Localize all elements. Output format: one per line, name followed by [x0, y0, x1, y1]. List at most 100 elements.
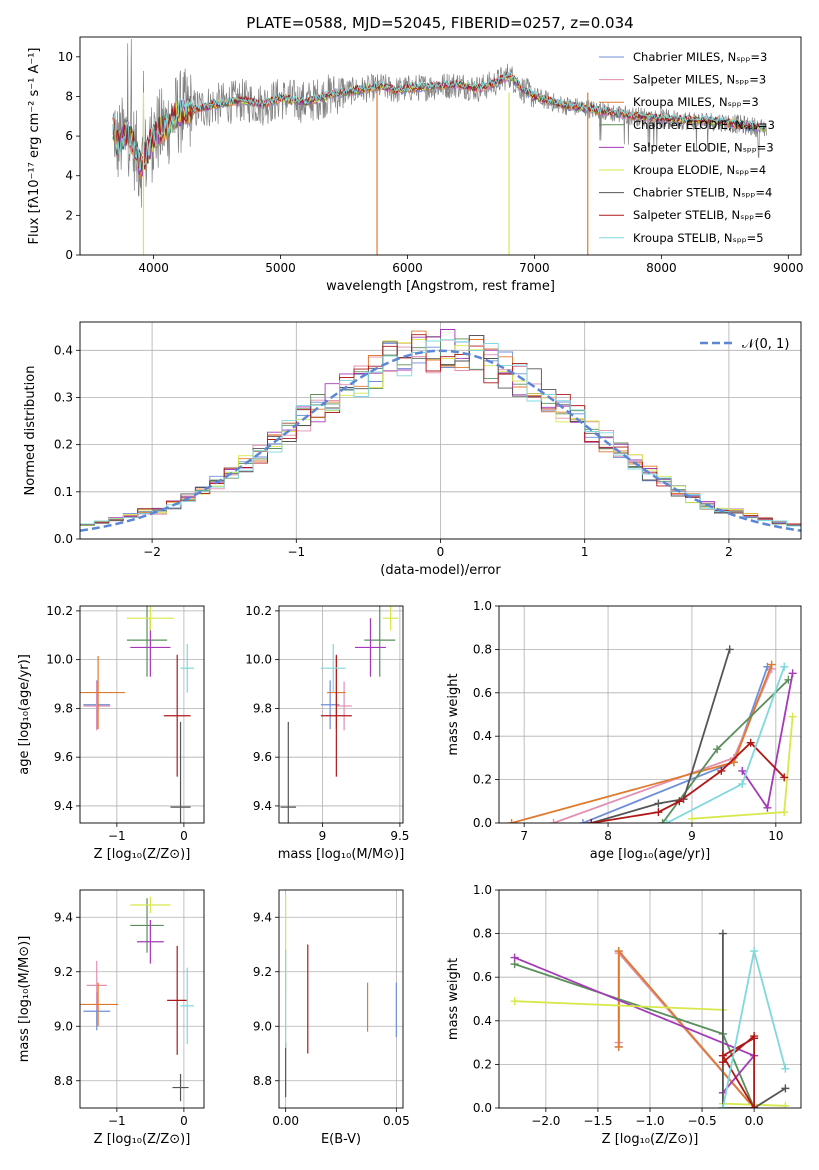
data-point-marker — [507, 819, 516, 823]
data-point-marker — [780, 662, 789, 671]
x-axis-label: E(B-V) — [321, 1132, 361, 1147]
x-tick-label: −1 — [287, 545, 305, 559]
errorbar-point-chabrier-stelib — [280, 721, 297, 823]
data-point-marker — [654, 808, 663, 817]
x-tick-label: 0.00 — [272, 1114, 299, 1128]
y-tick-label: 0.0 — [54, 532, 73, 546]
y-tick-label: 9.4 — [253, 910, 272, 924]
y-tick-label: 0.4 — [54, 343, 73, 357]
x-tick-label: 5000 — [265, 261, 296, 275]
y-tick-label: 10.2 — [245, 604, 272, 618]
errorbar-point-salpeter-miles — [336, 681, 352, 731]
y-tick-label: 8 — [65, 89, 73, 103]
x-tick-label: 6000 — [392, 261, 423, 275]
data-point-marker — [717, 766, 726, 775]
data-point-marker — [614, 947, 623, 956]
gaussian-reference-curve — [80, 349, 801, 532]
series-line — [721, 1034, 755, 1108]
panel-residual-histogram: −2 −1 0 1 2 0.0 0.1 0.2 0.3 0.4 (data-model)/error… — [23, 321, 802, 578]
x-tick-label: 0 — [437, 545, 445, 559]
y-tick-label: 9.0 — [54, 1019, 73, 1033]
y-tick-label: 0.4 — [473, 1014, 492, 1028]
data-point-marker — [781, 1084, 790, 1093]
legend-entry: Salpeter MILES, Nₛₚₚ=3 — [633, 73, 766, 87]
data-point-marker — [746, 738, 755, 747]
y-tick-label: 10.2 — [46, 604, 73, 618]
y-tick-label: 9.6 — [54, 750, 73, 764]
legend-entry: 𝒩(0, 1) — [742, 337, 789, 352]
y-axis-label: mass [log₁₀(M/M⊙)] — [17, 936, 32, 1063]
axes-frame — [79, 889, 205, 1109]
x-axis-label: age [log₁₀(age/yr)] — [590, 847, 711, 862]
data-point-marker — [750, 1034, 759, 1043]
series-kroupa-stelib — [662, 662, 789, 823]
series-line — [722, 933, 786, 1108]
x-tick-label: 8000 — [646, 261, 677, 275]
x-tick-label: 9000 — [773, 261, 804, 275]
y-axis-label: Flux [fλ10⁻¹⁷ erg cm⁻² s⁻¹ A⁻¹] — [27, 48, 42, 245]
axes-frame — [79, 605, 205, 824]
x-tick-label: 7000 — [519, 261, 550, 275]
y-tick-label: 9.4 — [54, 799, 73, 813]
data-point-marker — [780, 808, 789, 817]
x-tick-label: 0 — [180, 1114, 188, 1128]
x-tick-label: −2.0 — [531, 1114, 560, 1128]
y-tick-label: 0.3 — [54, 390, 73, 404]
panel-age-vs-Z: −1 0 9.4 9.6 9.8 10.0 10.2 Z [log₁₀(Z/Z⊙)] age [… — [17, 604, 205, 862]
y-tick-label: 9.8 — [253, 701, 272, 715]
errorbar-point-salpeter-miles — [86, 960, 107, 1010]
data-point-marker — [587, 819, 596, 823]
x-tick-label: 8 — [604, 829, 612, 843]
data-point-marker — [510, 997, 519, 1006]
legend: 𝒩(0, 1) — [700, 337, 789, 352]
data-point-marker — [738, 766, 747, 775]
data-point-marker — [718, 1051, 727, 1060]
data-point-marker — [718, 1104, 727, 1108]
x-tick-label: 1 — [581, 545, 589, 559]
y-tick-label: 0.2 — [54, 438, 73, 452]
panel-mass-vs-ebv: 0.00 0.05 8.8 9.0 9.2 9.4 E(B-V) — [253, 889, 410, 1147]
data-point-marker — [662, 819, 671, 823]
series-salpeter-elodie — [738, 669, 797, 812]
y-tick-label: 0.0 — [473, 1101, 492, 1115]
x-tick-label: 9.5 — [390, 829, 409, 843]
errorbar-point-kroupa-stelib — [180, 643, 194, 693]
data-point-marker — [713, 745, 722, 754]
y-axis-label: age [log₁₀(age/yr)] — [17, 654, 32, 775]
y-tick-label: 9.2 — [253, 965, 272, 979]
errorbar-point-kroupa-elodie — [382, 606, 399, 631]
data-point-marker — [578, 819, 587, 823]
data-point-marker — [788, 669, 797, 678]
data-point-marker — [750, 1104, 759, 1108]
legend: Chabrier MILES, Nₛₚₚ=3 Salpeter MILES, Nₛ… — [599, 50, 775, 245]
y-tick-label: 2 — [65, 208, 73, 222]
x-tick-label: 2 — [725, 545, 733, 559]
x-tick-label: 0.05 — [383, 1114, 410, 1128]
y-tick-label: 4 — [65, 169, 73, 183]
y-tick-label: 0.6 — [473, 970, 492, 984]
series-salpeter-stelib — [587, 738, 789, 823]
errorbar-point-kroupa-stelib — [180, 967, 194, 1044]
errorbar-point-chabrier-stelib — [172, 1073, 189, 1102]
y-tick-label: 0.0 — [473, 816, 492, 830]
y-tick-label: 10.0 — [46, 653, 73, 667]
y-tick-label: 0.2 — [473, 773, 492, 787]
legend-entry: Chabrier ELODIE, Nₛₚₚ=3 — [633, 118, 775, 132]
y-tick-label: 10 — [58, 50, 73, 64]
axes-frame — [278, 605, 404, 824]
series-line — [591, 649, 731, 823]
plot-area-residual-histogram — [80, 329, 801, 532]
x-axis-label: (data-model)/error — [380, 563, 501, 578]
legend-entry: Salpeter ELODIE, Nₛₚₚ=3 — [633, 140, 774, 154]
x-tick-label: −1 — [108, 1114, 126, 1128]
panel-mass-weight-vs-age: 7 8 9 10 0.0 0.2 0.4 0.6 0.8 1.0 age [log₁₀(age/yr… — [446, 599, 802, 862]
x-tick-label: −1.0 — [635, 1114, 664, 1128]
errorbar-point-chabrier-elodie — [126, 606, 168, 677]
x-tick-label: 7 — [520, 829, 528, 843]
data-point-marker — [510, 953, 519, 962]
model-spectrum-salpeter-stelib — [112, 72, 767, 170]
series-line — [591, 741, 785, 823]
data-point-marker — [675, 797, 684, 806]
panel-mass-vs-Z: −1 0 8.8 9.0 9.2 9.4 Z [log₁₀(Z/Z⊙)] mass [log₁… — [17, 889, 205, 1147]
